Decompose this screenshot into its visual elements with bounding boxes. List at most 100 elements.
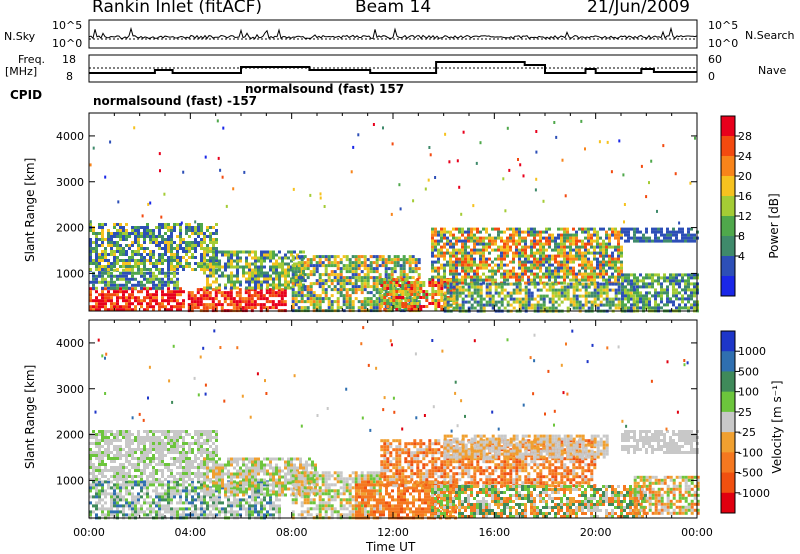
heatmap-cell xyxy=(425,290,429,293)
heatmap-cell xyxy=(657,230,660,234)
heatmap-cell xyxy=(170,480,173,484)
heatmap-cell xyxy=(119,469,122,472)
heatmap-cell xyxy=(128,451,131,454)
heatmap-cell xyxy=(167,483,170,487)
heatmap-cell xyxy=(164,259,167,262)
heatmap-cell xyxy=(620,260,623,264)
heatmap-cell xyxy=(191,495,194,499)
heatmap-cell xyxy=(137,290,140,294)
heatmap-cell xyxy=(479,257,482,261)
heatmap-cell xyxy=(506,303,510,307)
heatmap-cell xyxy=(167,265,170,268)
heatmap-cell xyxy=(170,492,173,496)
heatmap-cell xyxy=(116,498,119,502)
heatmap-cell xyxy=(262,306,266,310)
heatmap-cell xyxy=(398,290,402,293)
heatmap-cell xyxy=(152,454,155,457)
heatmap-cell xyxy=(398,183,401,187)
heatmap-cell xyxy=(283,291,287,295)
heatmap-cell xyxy=(125,492,128,496)
heatmap-cell xyxy=(161,262,164,265)
heatmap-cell xyxy=(455,242,458,246)
heatmap-cell xyxy=(101,280,104,284)
heatmap-cell xyxy=(669,297,672,301)
heatmap-cell xyxy=(590,242,593,246)
heatmap-cell xyxy=(191,489,194,493)
heatmap-cell xyxy=(242,498,245,502)
heatmap-cell xyxy=(296,253,299,257)
heatmap-cell xyxy=(155,299,158,303)
heatmap-cell xyxy=(590,251,593,255)
heatmap-cell xyxy=(431,260,434,264)
heatmap-cell xyxy=(185,501,188,505)
heatmap-cell xyxy=(464,260,467,264)
heatmap-cell xyxy=(229,288,233,292)
heatmap-cell xyxy=(269,277,272,281)
heatmap-cell xyxy=(272,507,275,511)
heatmap-cell xyxy=(221,265,224,269)
heatmap-cell xyxy=(152,262,155,265)
heatmap-cell xyxy=(167,271,170,275)
heatmap-cell xyxy=(605,297,609,301)
heatmap-cell xyxy=(581,251,584,255)
heatmap-cell xyxy=(158,478,161,481)
heatmap-cell xyxy=(378,288,382,292)
heatmap-cell xyxy=(239,265,242,269)
heatmap-cell xyxy=(488,245,491,249)
heatmap-cell xyxy=(155,472,158,475)
heatmap-cell xyxy=(95,235,98,238)
heatmap-cell xyxy=(164,442,167,445)
heatmap-cell xyxy=(318,276,322,280)
heatmap-cell xyxy=(602,257,605,261)
heatmap-cell xyxy=(215,504,218,508)
heatmap-cell xyxy=(125,460,128,463)
heatmap-cell xyxy=(95,259,98,262)
heatmap-cell xyxy=(149,280,152,284)
heatmap-cell xyxy=(336,261,340,265)
heatmap-cell xyxy=(125,472,128,475)
heatmap-cell xyxy=(411,270,415,274)
heatmap-cell xyxy=(167,296,170,300)
heatmap-cell xyxy=(473,282,477,286)
heatmap-cell xyxy=(380,305,384,308)
heatmap-cell xyxy=(98,472,101,475)
heatmap-cell xyxy=(266,283,269,287)
heatmap-cell xyxy=(461,257,464,261)
heatmap-cell xyxy=(95,305,98,309)
heatmap-cell xyxy=(119,226,122,229)
heatmap-cell xyxy=(89,290,92,294)
heatmap-cell xyxy=(185,457,188,460)
heatmap-cell xyxy=(425,296,429,299)
heatmap-cell xyxy=(98,238,101,241)
heatmap-cell xyxy=(572,285,576,289)
heatmap-cell xyxy=(152,445,155,448)
heatmap-cell xyxy=(215,498,218,502)
heatmap-cell xyxy=(602,291,606,295)
heatmap-cell xyxy=(254,495,257,499)
heatmap-cell xyxy=(182,454,185,457)
heatmap-cell xyxy=(461,230,464,234)
heatmap-cell xyxy=(173,299,176,303)
heatmap-cell xyxy=(372,285,376,289)
heatmap-cell xyxy=(101,454,104,457)
heatmap-cell xyxy=(339,273,343,277)
heatmap-cell xyxy=(488,269,491,273)
heatmap-cell xyxy=(584,257,587,261)
heatmap-cell xyxy=(110,457,113,460)
heatmap-cell xyxy=(666,300,669,304)
heatmap-cell xyxy=(548,236,551,240)
heatmap-cell xyxy=(155,492,158,496)
heatmap-cell xyxy=(125,268,128,271)
heatmap-cell xyxy=(605,303,609,307)
heatmap-cell xyxy=(125,274,128,278)
heatmap-cell xyxy=(116,235,119,238)
heatmap-cell xyxy=(572,303,576,307)
heatmap-cell xyxy=(202,306,206,310)
heatmap-cell xyxy=(296,283,299,287)
heatmap-cell xyxy=(143,460,146,463)
heatmap-cell xyxy=(678,303,681,307)
heatmap-cell xyxy=(209,286,212,290)
heatmap-cell xyxy=(434,293,438,296)
heatmap-cell xyxy=(191,478,194,481)
heatmap-cell xyxy=(155,504,158,508)
